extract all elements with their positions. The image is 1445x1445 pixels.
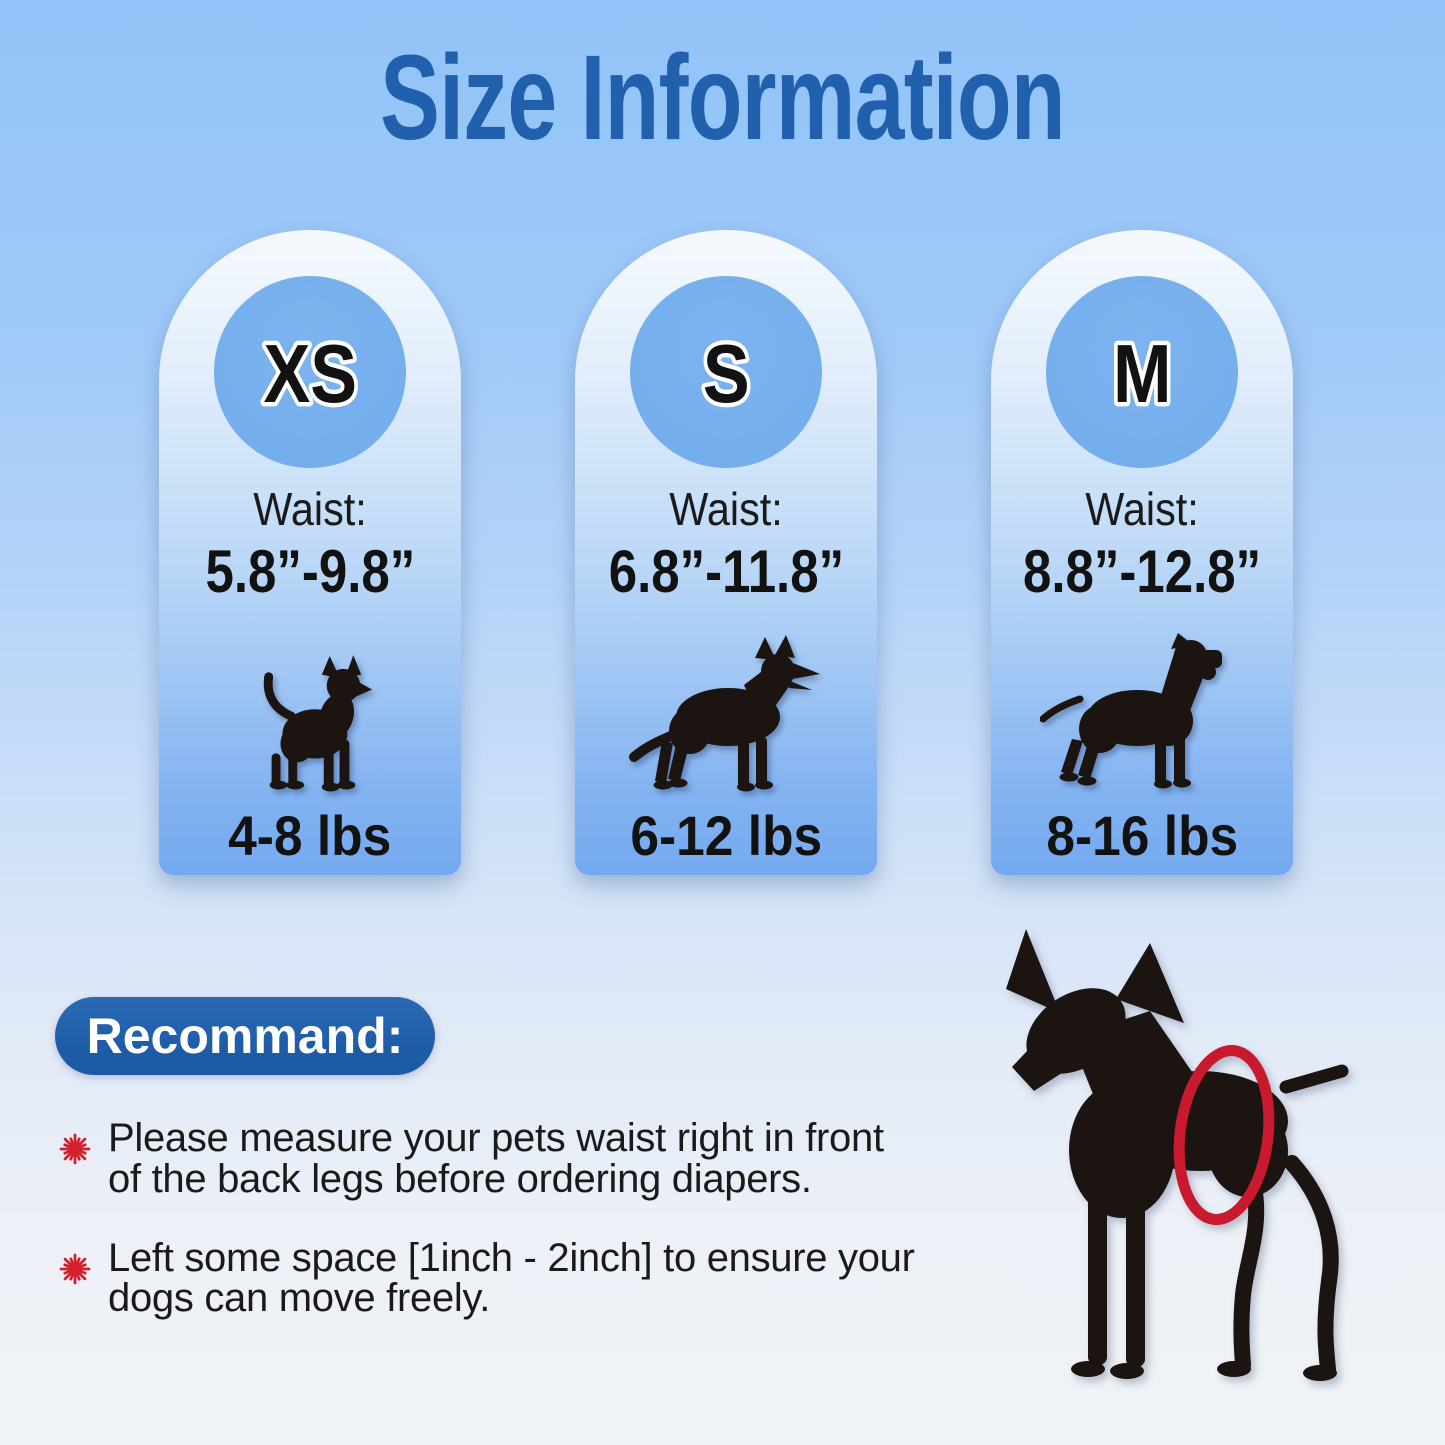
size-cards-row: XS Waist: 5.8”-9.8” xyxy=(159,230,1293,875)
size-code-m: M xyxy=(1109,325,1175,425)
svg-text:S: S xyxy=(703,328,750,420)
size-code-xs: XS xyxy=(260,325,362,425)
dog-slot xyxy=(246,613,374,793)
bullet-item: Left some space [1inch - 2inch] to ensur… xyxy=(58,1235,958,1321)
size-card-m: M Waist: 8.8”-12.8” xyxy=(991,230,1293,875)
recommend-bullet-list: Please measure your pets waist right in … xyxy=(58,1118,958,1357)
red-starburst-icon xyxy=(59,1133,91,1165)
waist-measure-oval xyxy=(1173,1044,1275,1226)
size-badge-xs: XS xyxy=(214,276,406,468)
bullet-item: Please measure your pets waist right in … xyxy=(58,1118,958,1200)
svg-text:XS: XS xyxy=(263,328,357,420)
boxer-silhouette-icon xyxy=(1039,632,1222,789)
waist-label: Waist: xyxy=(253,483,367,535)
measured-dog-illustration xyxy=(1000,925,1380,1405)
waist-label: Waist: xyxy=(669,483,783,535)
waist-range: 8.8”-12.8” xyxy=(1022,537,1262,605)
size-card-xs: XS Waist: 5.8”-9.8” xyxy=(159,230,461,875)
weight-range: 8-16 lbs xyxy=(1046,803,1238,867)
size-badge-s: S xyxy=(630,276,822,468)
dog-slot xyxy=(626,613,826,793)
dog-silhouette-icon xyxy=(1006,929,1349,1381)
chihuahua-silhouette-icon xyxy=(263,654,373,792)
red-starburst-icon xyxy=(59,1253,91,1284)
bullet-text: Please measure your pets waist right in … xyxy=(108,1116,884,1201)
svg-text:M: M xyxy=(1113,328,1171,420)
size-code-s: S xyxy=(699,325,754,425)
page-title: Size Information xyxy=(380,29,1065,165)
size-badge-m: M xyxy=(1046,276,1238,468)
weight-range: 4-8 lbs xyxy=(228,803,392,867)
bullet-text: Left some space [1inch - 2inch] to ensur… xyxy=(108,1235,915,1321)
waist-range: 5.8”-9.8” xyxy=(205,537,415,605)
german-shepherd-silhouette-icon xyxy=(629,634,820,792)
dog-slot xyxy=(1039,613,1245,793)
size-card-s: S Waist: 6.8”-11.8” xyxy=(575,230,877,875)
waist-label: Waist: xyxy=(1085,483,1199,535)
recommend-heading-pill: Recommand: xyxy=(55,997,435,1075)
weight-range: 6-12 lbs xyxy=(630,803,822,867)
waist-range: 6.8”-11.8” xyxy=(608,537,844,605)
